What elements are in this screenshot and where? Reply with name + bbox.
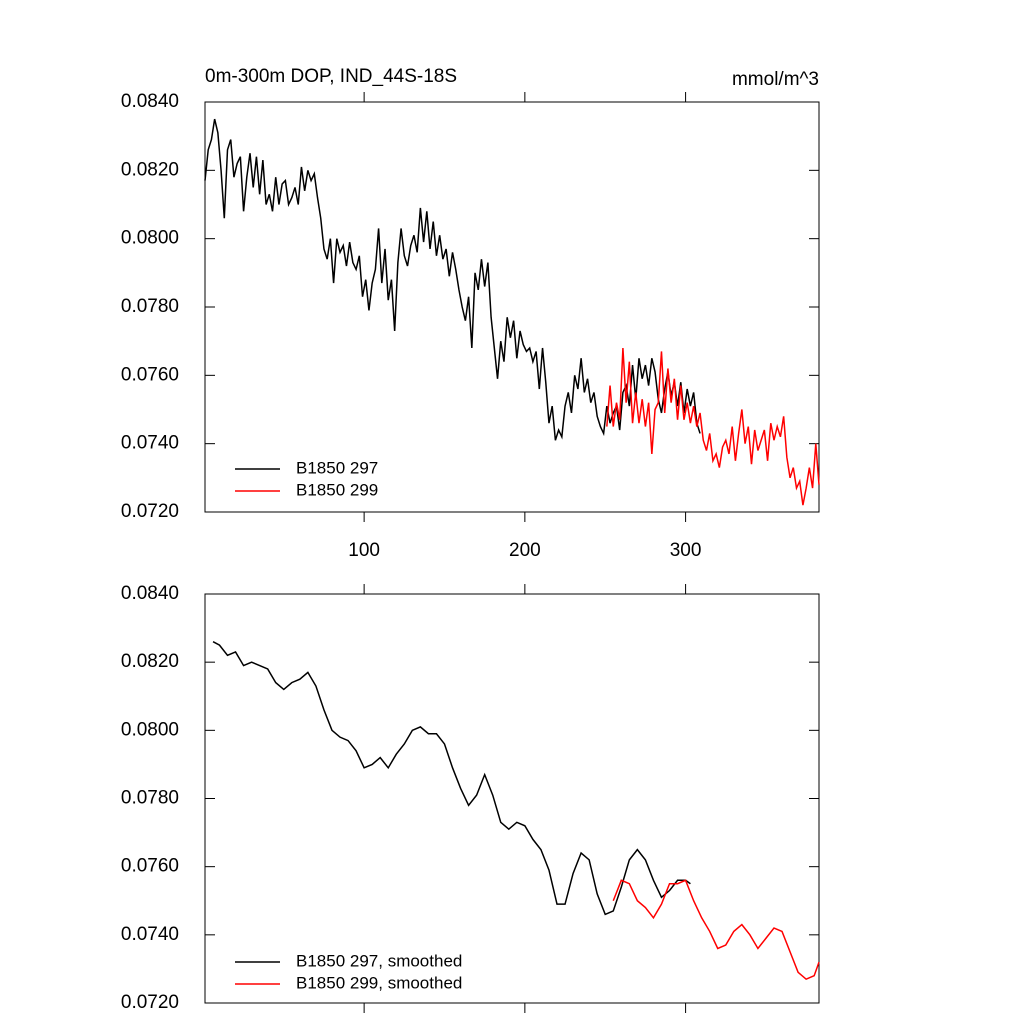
data-line [606, 347, 820, 506]
y-tick-label: 0.0760 [121, 856, 179, 877]
chart-title: 0m-300m DOP, IND_44S-18S [205, 66, 457, 87]
y-tick-label: 0.0780 [121, 788, 179, 809]
data-line [204, 118, 701, 441]
legend-label: B1850 299, smoothed [296, 973, 462, 992]
y-tick-label: 0.0760 [121, 364, 179, 385]
y-tick-label: 0.0840 [121, 91, 179, 112]
x-tick-label: 300 [670, 540, 702, 561]
data-line [612, 879, 820, 981]
y-tick-label: 0.0780 [121, 296, 179, 317]
legend-label: B1850 297, smoothed [296, 951, 462, 970]
y-tick-label: 0.0800 [121, 719, 179, 740]
x-tick-label: 100 [348, 540, 380, 561]
units: mmol/m^3 [732, 69, 819, 90]
legend-label: B1850 297 [296, 458, 378, 477]
y-tick-label: 0.0720 [121, 992, 179, 1013]
y-tick-label: 0.0820 [121, 159, 179, 180]
y-tick-label: 0.0820 [121, 651, 179, 672]
data-line [212, 641, 691, 916]
y-tick-label: 0.0840 [121, 583, 179, 604]
y-tick-label: 0.0740 [121, 924, 179, 945]
y-tick-label: 0.0800 [121, 228, 179, 249]
plot-frame [204, 101, 820, 513]
legend-label: B1850 299 [296, 480, 378, 499]
y-tick-label: 0.0740 [121, 433, 179, 454]
plot-frame [204, 593, 820, 1004]
y-tick-label: 0.0720 [121, 501, 179, 522]
x-tick-label: 200 [509, 540, 541, 561]
